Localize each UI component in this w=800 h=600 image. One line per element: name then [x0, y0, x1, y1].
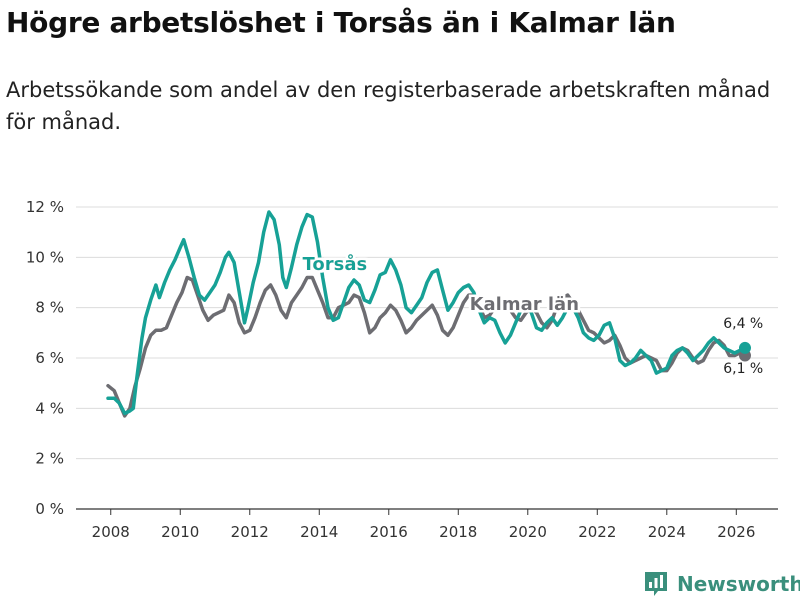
y-tick-label: 2 %	[35, 450, 64, 468]
y-tick-label: 6 %	[35, 349, 64, 367]
bar-chart-logo-icon	[645, 572, 667, 596]
end-value-label: 6,1 %	[723, 361, 763, 377]
x-tick-label: 2018	[439, 523, 477, 541]
series-labels: 6,1 % 6,4 % Kalmar län Torsås	[303, 253, 764, 377]
series-label-torsas: Torsås	[303, 253, 368, 275]
page-title: Högre arbetslöshet i Torsås än i Kalmar …	[6, 6, 676, 39]
x-tick-label: 2014	[300, 523, 338, 541]
series-line-kalmar	[106, 275, 747, 418]
y-tick-label: 10 %	[26, 248, 64, 266]
x-tick-label: 2022	[578, 523, 616, 541]
newsworthy-brand: Newsworthy	[643, 568, 800, 600]
x-tick-label: 2010	[161, 523, 199, 541]
end-value-label: 6,4 %	[723, 316, 763, 332]
x-tick-label: 2008	[92, 523, 130, 541]
y-tick-label: 12 %	[26, 198, 64, 216]
x-tick-label: 2012	[231, 523, 269, 541]
page-subtitle: Arbetssökande som andel av den registerb…	[6, 78, 771, 134]
series-lines	[106, 210, 751, 418]
brand-name: Newsworthy	[677, 572, 800, 596]
x-tick-label: 2020	[509, 523, 547, 541]
series-label-kalmar: Kalmar län	[470, 294, 579, 315]
x-tick-label: 2024	[648, 523, 686, 541]
series-line-torsas	[106, 210, 747, 416]
y-tick-label: 8 %	[35, 299, 64, 317]
y-tick-label: 4 %	[35, 399, 64, 417]
grid-lines	[76, 206, 778, 510]
y-tick-label: 0 %	[35, 500, 64, 518]
axes: 0 % 2 % 4 % 6 % 8 % 10 % 12 % 2008 2010 2012 2014 2…	[26, 198, 756, 541]
x-tick-label: 2026	[717, 523, 755, 541]
end-point-torsas	[738, 341, 751, 354]
x-tick-label: 2016	[370, 523, 408, 541]
